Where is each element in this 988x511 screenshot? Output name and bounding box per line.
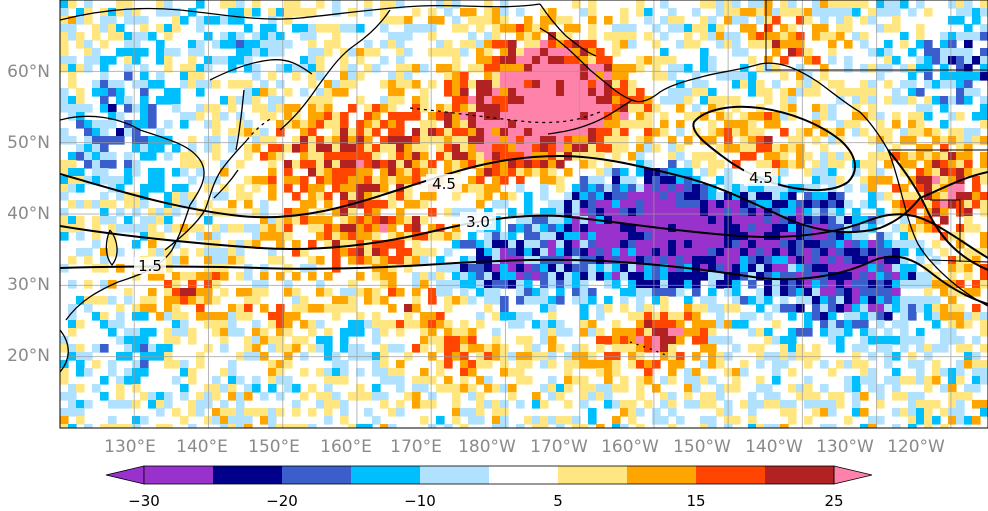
colorbar-segment [765, 466, 834, 484]
contour-lines [60, 105, 988, 305]
colorbar-segment [627, 466, 696, 484]
coastlines [60, 3, 988, 373]
colorbar-tick-label: 25 [824, 492, 843, 510]
coastline-asia [60, 115, 205, 373]
colorbar-tick-label: −30 [128, 492, 160, 510]
coastline-bering [539, 3, 597, 57]
latitude-labels: 60°N 50°N 40°N 30°N 20°N [7, 62, 50, 366]
political-borders [765, 0, 988, 263]
aleutian-islands [409, 107, 601, 124]
lat-label-60n: 60°N [7, 62, 50, 82]
coastline-siberia [60, 3, 541, 21]
lon-label-140w: 140°W [745, 437, 803, 457]
coastline-sakhalin [235, 89, 245, 151]
coastline-na-west [859, 111, 988, 307]
contour-1-5 [60, 255, 988, 305]
lon-label-140e: 140°E [176, 437, 228, 457]
contour-label-4-5-west: 4.5 [432, 175, 456, 193]
contour-4-5-east [692, 105, 856, 192]
coastline-kamchatka [279, 9, 391, 131]
colorbar-segment [282, 466, 351, 484]
gridlines [60, 0, 988, 428]
map-plot-area: 4.5 3.0 4.5 1.5 [60, 0, 988, 428]
contour-label-3-0: 3.0 [466, 213, 490, 231]
contour-label-4-5-east: 4.5 [749, 169, 773, 187]
lon-label-170e: 170°E [390, 437, 442, 457]
kuril-islands [246, 117, 273, 141]
hawaii-islands [629, 341, 669, 357]
colorbar-tick-label: 5 [553, 492, 563, 510]
colorbar-segment [696, 466, 765, 484]
colorbar-segment [351, 466, 420, 484]
colorbar-extend-min [105, 465, 145, 485]
coastline-okhotsk [209, 59, 313, 81]
colorbar-extend-max [833, 465, 873, 485]
lat-label-50n: 50°N [7, 133, 50, 153]
colorbar-segments [105, 465, 873, 485]
coastline-alaska [539, 27, 861, 113]
lon-label-180w: 180°W [458, 437, 516, 457]
lon-label-150e: 150°E [248, 437, 300, 457]
colorbar-tick-label: 15 [686, 492, 705, 510]
lat-label-20n: 20°N [7, 346, 50, 366]
colorbar-frame [143, 465, 835, 485]
coastline-alaska-peninsula [547, 99, 633, 135]
lon-label-120w: 120°W [887, 437, 945, 457]
lon-label-160e: 160°E [320, 437, 372, 457]
lat-label-30n: 30°N [7, 275, 50, 295]
contour-4-5-west [60, 154, 988, 234]
colorbar-segment [489, 466, 558, 484]
map-frame [59, 0, 988, 429]
lon-label-160w: 160°W [601, 437, 659, 457]
colorbar-segment [213, 466, 282, 484]
lon-label-150w: 150°W [673, 437, 731, 457]
lon-label-130e: 130°E [104, 437, 156, 457]
lon-label-170w: 170°W [530, 437, 588, 457]
colorbar: −30 −20 −10 5 15 25 [105, 465, 873, 510]
contour-label-1-5: 1.5 [138, 257, 162, 275]
lat-label-40n: 40°N [7, 204, 50, 224]
contour-3-0 [60, 213, 988, 259]
coastline-korea [105, 229, 118, 267]
colorbar-segment [558, 466, 627, 484]
longitude-labels: 130°E 140°E 150°E 160°E 170°E 180°W 170°… [104, 437, 945, 457]
coastline-japan [164, 139, 248, 251]
lon-label-130w: 130°W [816, 437, 874, 457]
colorbar-tick-label: −10 [404, 492, 436, 510]
colorbar-tick-label: −20 [266, 492, 298, 510]
contour-labels: 4.5 3.0 4.5 1.5 [134, 168, 778, 275]
colorbar-segment [420, 466, 489, 484]
contour-lake-east [887, 149, 988, 271]
colorbar-segment [144, 466, 213, 484]
colorbar-tick-labels: −30 −20 −10 5 15 25 [128, 492, 843, 510]
